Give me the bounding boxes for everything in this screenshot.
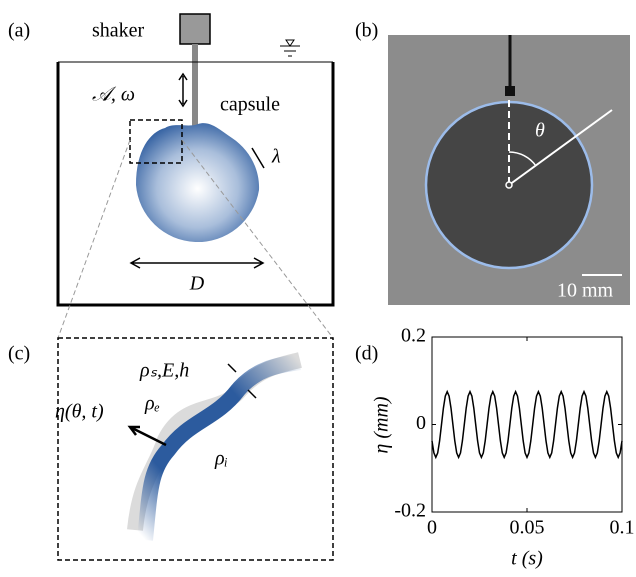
- zoom-line: [181, 139, 334, 339]
- panel-b: (b) θ 10 mm: [355, 20, 630, 305]
- thickness-arrows: [227, 363, 257, 399]
- panel-label: (b): [355, 20, 378, 42]
- scale-label: 10 mm: [557, 280, 614, 302]
- forcing-label: 𝒜, ω: [92, 84, 135, 106]
- x-tick-label: 0.1: [610, 517, 635, 539]
- diameter-arrow: [129, 257, 265, 269]
- panel-a: (a) shaker 𝒜, ω capsule λ D: [8, 13, 335, 339]
- capsule: [136, 123, 260, 243]
- signal-line: [431, 389, 623, 460]
- zoom-frame: [57, 337, 334, 561]
- rest-shell: [127, 352, 302, 531]
- x-tick-label: 0.05: [510, 517, 545, 539]
- x-tick-label: 0: [427, 517, 437, 539]
- center: [505, 181, 513, 189]
- shell-label: ρₛ,E,h: [139, 360, 189, 382]
- inner-label: ρᵢ: [214, 448, 228, 470]
- y-axis-label: η (mm): [371, 396, 393, 453]
- panel-label: (a): [8, 20, 30, 42]
- forcing-arrow: [178, 72, 188, 108]
- zoom-line: [57, 139, 131, 339]
- wavelength-arrow: [251, 147, 265, 169]
- shaker-label: shaker: [92, 20, 145, 42]
- angle-line: [508, 109, 613, 186]
- panel-c: (c) η(θ, t) ρₛ,E,h ρₑ ρᵢ: [8, 337, 334, 561]
- displacement-label: η(θ, t): [55, 401, 104, 423]
- shaker: [179, 13, 211, 45]
- panel-d: (d) t (s) η (mm): [355, 343, 543, 570]
- angle-arc: [508, 151, 537, 167]
- plot-frame: [431, 336, 623, 513]
- y-tick-label: -0.2: [394, 500, 426, 522]
- zoom-box: [129, 119, 183, 164]
- y-tick-label: 0.2: [401, 325, 426, 347]
- water-symbol: [280, 39, 300, 57]
- panel-label: (c): [8, 343, 30, 365]
- wavelength-label: λ: [271, 146, 281, 168]
- tank: [56, 62, 335, 307]
- angle-label: θ: [535, 120, 545, 142]
- capsule-label: capsule: [220, 94, 280, 116]
- panel-label: (d): [355, 343, 378, 365]
- shell: [137, 354, 301, 541]
- diameter-label: D: [189, 273, 205, 295]
- displacement-arrow: [127, 425, 167, 447]
- x-axis-label: t (s): [511, 548, 543, 570]
- y-tick-label: 0: [416, 412, 426, 434]
- outer-label: ρₑ: [144, 393, 160, 415]
- clamp: [505, 86, 515, 96]
